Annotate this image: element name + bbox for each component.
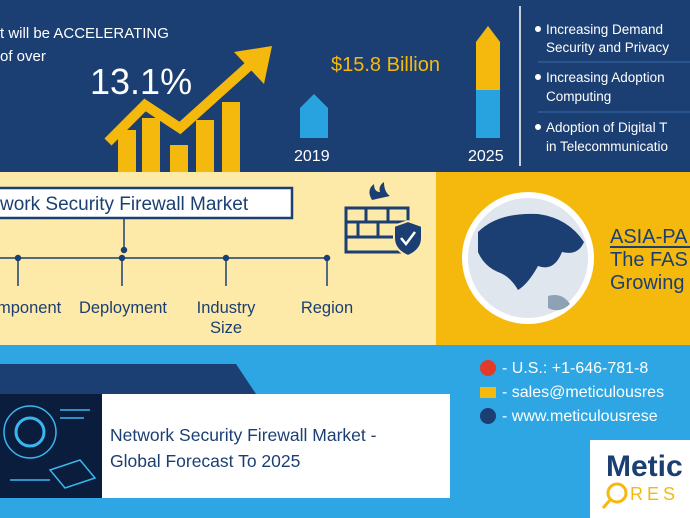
web-icon [480,408,496,424]
segment-title: work Security Firewall Market [0,194,249,215]
driver: Adoption of Digital T [546,120,667,135]
driver: Increasing Adoption [546,70,665,85]
logo-box [590,440,690,518]
header-band [0,0,690,172]
segment-title-box [0,186,294,220]
driver: in Telecommunicatio [546,139,668,154]
driver: Computing [546,89,611,104]
contact-email: - sales@meticulousres [502,384,664,401]
region-line: The FAS [610,249,688,271]
year-label: 2019 [294,148,330,165]
year-label: 2025 [468,148,504,165]
market-value: $15.8 Billion [331,54,440,76]
segment: Industry [197,299,256,317]
firewall-icon [344,182,423,258]
driver: Increasing Demand [546,22,663,37]
growth-line: t will be ACCELERATING [0,25,169,42]
report-image-art [3,405,97,489]
segment: mponent [0,299,62,317]
cagr: 13.1% [90,61,192,102]
globe-land [548,295,570,311]
segment: Deployment [79,299,167,317]
growth-icon [104,46,272,172]
report-box [102,394,450,498]
report-title: Global Forecast To 2025 [110,451,300,471]
contact-phone: - U.S.: +1-646-781-8 [502,360,648,377]
footer-stripe [0,364,256,394]
driver: Security and Privacy [546,40,669,55]
bullet [535,124,541,130]
logo-sub: RES [630,484,679,504]
market-bars [300,26,500,138]
globe-land [478,213,584,290]
growth-line: of over [0,48,46,65]
tree [0,218,331,286]
bullet [535,26,541,32]
report-title: Network Security Firewall Market - [110,425,377,445]
bullet [535,74,541,80]
logo-lens [601,499,612,509]
phone-icon [480,360,496,376]
logo-lens [606,482,628,504]
contact-web: - www.meticulousrese [502,408,658,425]
segment: Region [301,299,353,317]
segment: Size [210,319,242,337]
logo-name: Metic [606,450,683,483]
email-icon [480,387,496,398]
region-line: Growing [610,272,684,294]
region-line: ASIA-PA [610,226,688,248]
